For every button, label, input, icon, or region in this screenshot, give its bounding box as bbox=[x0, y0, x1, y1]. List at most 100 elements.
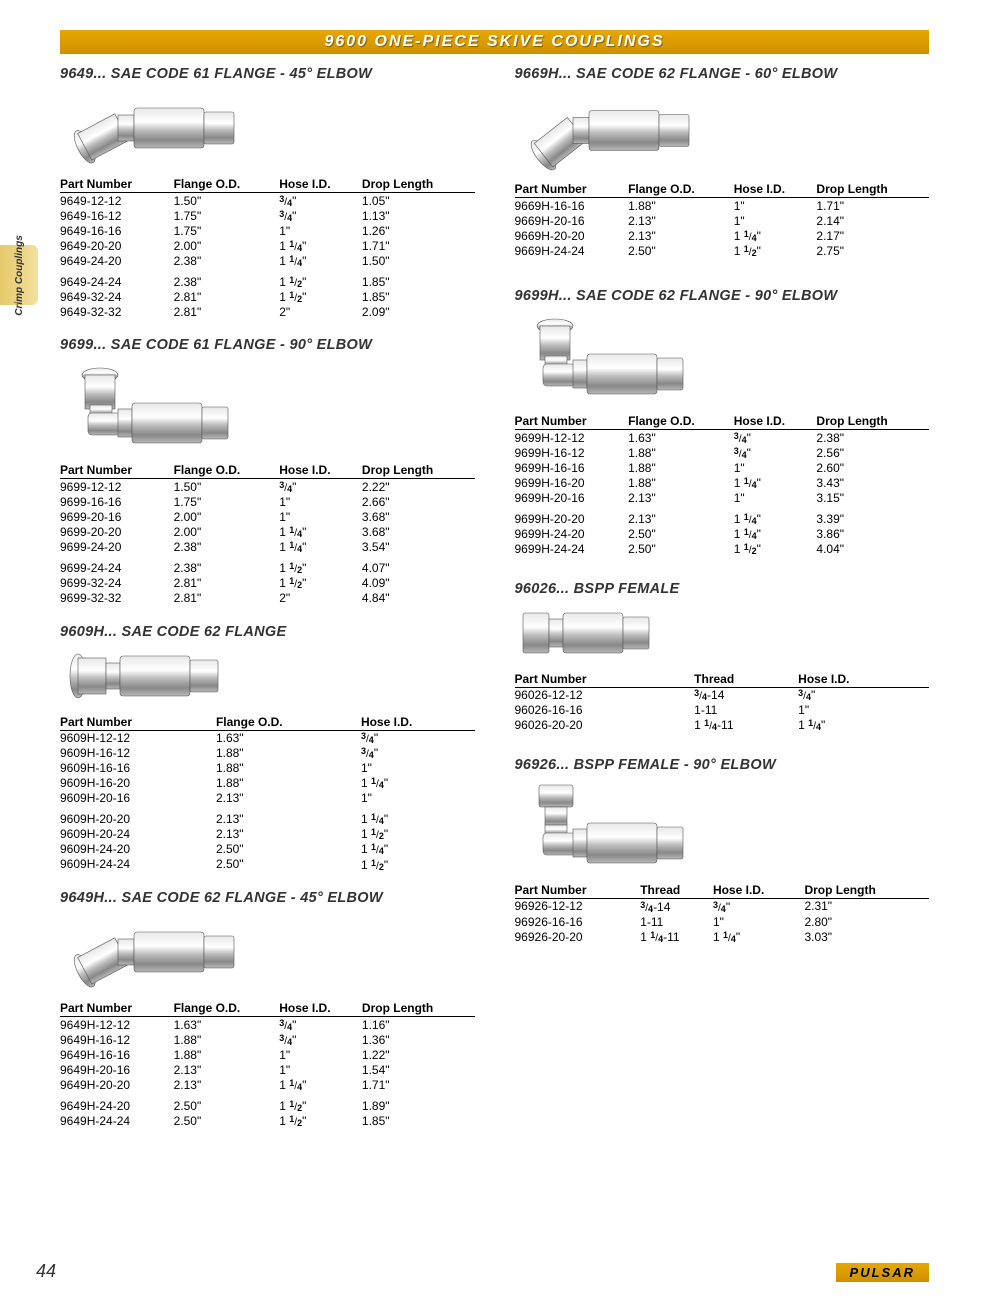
table-cell: 2.13" bbox=[216, 791, 361, 806]
table-row: 96026-12-123/4-143/4" bbox=[515, 687, 930, 703]
column-header: Flange O.D. bbox=[174, 462, 280, 479]
table-cell: 2.50" bbox=[174, 1113, 280, 1128]
table-cell: 4.84" bbox=[362, 591, 475, 606]
table-row: 9609H-12-121.63"3/4" bbox=[60, 730, 475, 746]
table-cell: 1 1/4" bbox=[734, 526, 817, 541]
table-cell: 1 1/4" bbox=[279, 1077, 362, 1092]
table-cell: 2.22" bbox=[362, 479, 475, 495]
table-row: 96926-20-201 1/4-111 1/4"3.03" bbox=[515, 929, 930, 944]
column-header: Part Number bbox=[60, 714, 216, 731]
column-header: Flange O.D. bbox=[628, 181, 734, 198]
column-header: Hose I.D. bbox=[798, 671, 929, 688]
section-9649: 9649... SAE CODE 61 FLANGE - 45° ELBOW P… bbox=[60, 66, 475, 319]
table-cell: 2.17" bbox=[816, 228, 929, 243]
table-row: 9699-32-242.81"1 1/2"4.09" bbox=[60, 575, 475, 590]
table-cell: 9699H-24-20 bbox=[515, 526, 629, 541]
section-title: 9669H... SAE CODE 62 FLANGE - 60° ELBOW bbox=[515, 66, 930, 82]
table-row: 9649H-16-161.88"1"1.22" bbox=[60, 1047, 475, 1062]
table-cell: 4.07" bbox=[362, 555, 475, 576]
table-row: 96926-16-161-111"2.80" bbox=[515, 914, 930, 929]
section-9609H: 9609H... SAE CODE 62 FLANGE Part NumberF… bbox=[60, 624, 475, 872]
table-cell: 9699H-12-12 bbox=[515, 430, 629, 446]
table-cell: 1 1/4" bbox=[279, 540, 362, 555]
table-cell: 3/4" bbox=[734, 430, 817, 446]
table-cell: 1.71" bbox=[362, 1077, 475, 1092]
table-cell: 2.13" bbox=[628, 491, 734, 506]
table-cell: 1.26" bbox=[362, 223, 475, 238]
table-cell: 1 1/4" bbox=[713, 929, 805, 944]
table-cell: 1.88" bbox=[628, 461, 734, 476]
table-row: 9649H-20-162.13"1"1.54" bbox=[60, 1062, 475, 1077]
table-cell: 3/4-14 bbox=[640, 898, 713, 914]
table-cell: 1 1/2" bbox=[361, 827, 475, 842]
table-cell: 3/4" bbox=[713, 898, 805, 914]
table-cell: 9609H-24-24 bbox=[60, 857, 216, 872]
table-cell: 2.50" bbox=[216, 857, 361, 872]
table-cell: 9669H-20-16 bbox=[515, 213, 629, 228]
table-row: 9649-16-121.75"3/4"1.13" bbox=[60, 208, 475, 223]
table-cell: 1 1/4" bbox=[734, 506, 817, 527]
column-header: Drop Length bbox=[804, 882, 929, 899]
section-title: 9699... SAE CODE 61 FLANGE - 90° ELBOW bbox=[60, 337, 475, 353]
table-cell: 3/4" bbox=[279, 1032, 362, 1047]
table-cell: 9609H-24-20 bbox=[60, 842, 216, 857]
column-header: Hose I.D. bbox=[361, 714, 475, 731]
table-cell: 1 1/2" bbox=[279, 289, 362, 304]
table-row: 9669H-20-202.13"1 1/4"2.17" bbox=[515, 228, 930, 243]
table-cell: 9649H-20-16 bbox=[60, 1062, 174, 1077]
table-cell: 9699-20-20 bbox=[60, 524, 174, 539]
column-header: Part Number bbox=[60, 1000, 174, 1017]
table-cell: 1 1/4" bbox=[734, 476, 817, 491]
table-cell: 9649-24-20 bbox=[60, 253, 174, 268]
table-row: 9699-12-121.50"3/4"2.22" bbox=[60, 479, 475, 495]
table-cell: 9669H-24-24 bbox=[515, 243, 629, 258]
table-cell: 9699-24-24 bbox=[60, 555, 174, 576]
table-cell: 2.09" bbox=[362, 304, 475, 319]
table-cell: 9649H-24-24 bbox=[60, 1113, 174, 1128]
column-header: Part Number bbox=[60, 176, 174, 193]
section-9669H: 9669H... SAE CODE 62 FLANGE - 60° ELBOW … bbox=[515, 66, 930, 258]
table-cell: 1.85" bbox=[362, 1113, 475, 1128]
table-cell: 2.00" bbox=[174, 238, 280, 253]
table-cell: 2.13" bbox=[216, 827, 361, 842]
table-cell: 1-11 bbox=[640, 914, 713, 929]
table-cell: 9699-20-16 bbox=[60, 509, 174, 524]
table-cell: 1 1/4" bbox=[798, 718, 929, 733]
table-cell: 2.66" bbox=[362, 494, 475, 509]
table-cell: 1 1/2" bbox=[279, 555, 362, 576]
table-cell: 2.38" bbox=[174, 253, 280, 268]
table-cell: 1" bbox=[279, 494, 362, 509]
product-image bbox=[515, 310, 930, 405]
table-cell: 3.54" bbox=[362, 540, 475, 555]
table-cell: 9609H-20-24 bbox=[60, 827, 216, 842]
column-header: Drop Length bbox=[816, 181, 929, 198]
table-cell: 1 1/2" bbox=[279, 575, 362, 590]
table-row: 9669H-20-162.13"1"2.14" bbox=[515, 213, 930, 228]
table-cell: 9609H-20-20 bbox=[60, 806, 216, 827]
table-row: 9609H-16-161.88"1" bbox=[60, 761, 475, 776]
table-cell: 2.80" bbox=[804, 914, 929, 929]
table-cell: 1.50" bbox=[362, 253, 475, 268]
table-cell: 3/4-14 bbox=[694, 687, 798, 703]
spec-table: Part NumberFlange O.D.Hose I.D.Drop Leng… bbox=[60, 462, 475, 605]
table-cell: 1.85" bbox=[362, 269, 475, 290]
table-cell: 2.81" bbox=[174, 304, 280, 319]
column-header: Flange O.D. bbox=[174, 1000, 280, 1017]
table-cell: 1" bbox=[279, 1062, 362, 1077]
table-cell: 3/4" bbox=[279, 1017, 362, 1033]
table-cell: 1.88" bbox=[216, 776, 361, 791]
table-cell: 2.13" bbox=[174, 1062, 280, 1077]
table-cell: 1-11 bbox=[694, 703, 798, 718]
column-header: Flange O.D. bbox=[174, 176, 280, 193]
section-title: 96026... BSPP FEMALE bbox=[515, 581, 930, 597]
column-header: Hose I.D. bbox=[279, 176, 362, 193]
spec-table: Part NumberFlange O.D.Hose I.D.Drop Leng… bbox=[60, 1000, 475, 1128]
section-title: 96926... BSPP FEMALE - 90° ELBOW bbox=[515, 757, 930, 773]
table-cell: 2.00" bbox=[174, 524, 280, 539]
table-cell: 9649H-24-20 bbox=[60, 1092, 174, 1113]
table-cell: 96926-20-20 bbox=[515, 929, 641, 944]
table-cell: 2.81" bbox=[174, 591, 280, 606]
table-cell: 1.75" bbox=[174, 494, 280, 509]
table-row: 96026-16-161-111" bbox=[515, 703, 930, 718]
product-image bbox=[60, 88, 475, 168]
